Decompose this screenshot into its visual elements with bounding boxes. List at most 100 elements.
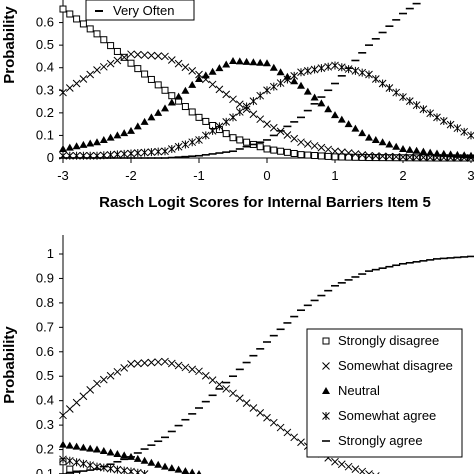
top-point-x	[256, 115, 265, 124]
top-y-ticks: 0 0.1 0.2 0.3 0.4 0.5 0.6	[36, 15, 63, 165]
top-point-asterisk	[229, 113, 237, 122]
bottom-point-x	[358, 467, 367, 474]
bottom-point-asterisk	[133, 468, 142, 474]
top-point-triangle	[99, 135, 108, 143]
top-point-x	[113, 56, 122, 65]
top-point-x	[154, 52, 163, 60]
top-point-asterisk	[371, 75, 380, 83]
top-y-tick-label: 0.4	[36, 60, 54, 75]
top-point-x	[195, 70, 203, 79]
top-point-triangle	[358, 129, 367, 137]
legend-label: Neutral	[338, 383, 380, 398]
top-point-square	[236, 136, 244, 144]
top-point-x	[337, 148, 346, 156]
top-x-tick-label: -2	[125, 168, 137, 183]
top-point-x	[412, 153, 421, 162]
bottom-point-asterisk	[99, 463, 108, 472]
bottom-point-triangle	[93, 445, 101, 453]
bottom-y-tick-label: 0.5	[36, 368, 54, 383]
top-point-triangle	[263, 59, 271, 67]
top-point-asterisk	[174, 142, 183, 151]
top-point-x	[181, 63, 190, 72]
top-point-triangle	[378, 138, 387, 146]
top-point-asterisk	[167, 144, 176, 153]
top-point-square	[107, 42, 115, 50]
bottom-point-x	[351, 465, 360, 473]
top-point-asterisk	[222, 117, 231, 126]
top-x-tick-label: 3	[467, 168, 474, 183]
top-point-square	[66, 10, 74, 18]
top-point-square	[59, 5, 67, 13]
bottom-point-x	[113, 367, 122, 376]
bottom-point-x	[269, 418, 278, 427]
top-point-x	[399, 153, 407, 161]
top-point-x	[99, 62, 108, 71]
top-point-square	[392, 154, 400, 162]
top-point-asterisk	[161, 147, 169, 156]
top-x-tick-label: -3	[57, 168, 69, 183]
bottom-point-x	[201, 371, 210, 380]
top-point-x	[215, 85, 224, 94]
top-point-x	[188, 67, 197, 75]
top-point-asterisk	[283, 75, 292, 84]
top-point-triangle	[317, 99, 326, 107]
bottom-point-x	[106, 371, 115, 380]
top-point-x	[419, 153, 428, 162]
bottom-point-x	[99, 375, 108, 384]
top-point-square	[365, 154, 373, 162]
top-point-square	[311, 152, 319, 160]
bottom-point-x	[290, 433, 299, 442]
top-point-x	[72, 79, 81, 88]
top-point-triangle	[188, 80, 197, 88]
top-point-triangle	[65, 143, 74, 151]
bottom-point-x	[365, 470, 373, 474]
top-point-x	[365, 151, 373, 160]
top-point-asterisk	[303, 66, 312, 75]
top-point-triangle	[93, 138, 101, 146]
bottom-series-dash	[59, 255, 474, 474]
top-point-x	[290, 134, 299, 143]
top-point-square	[73, 15, 81, 23]
legend-marker-asterisk	[322, 412, 330, 420]
top-point-triangle	[127, 126, 135, 134]
bottom-point-triangle	[196, 470, 202, 474]
top-y-tick-label: 0	[47, 150, 54, 165]
top-point-asterisk	[426, 109, 435, 118]
bottom-chart: Probability 0.1 0.2 0.3 0.4 0.5 0.6 0.7 0.8 0.9 1…	[1, 235, 474, 474]
top-point-square	[168, 92, 176, 100]
top-point-asterisk	[120, 149, 129, 158]
top-point-asterisk	[263, 86, 271, 95]
top-point-asterisk	[344, 65, 353, 74]
top-point-triangle	[324, 105, 333, 113]
top-point-x	[392, 152, 401, 161]
top-point-asterisk	[249, 97, 258, 106]
top-point-triangle	[310, 93, 319, 101]
bottom-point-x	[242, 399, 251, 407]
top-point-asterisk	[324, 62, 333, 71]
top-point-triangle	[467, 151, 474, 159]
top-point-triangle	[235, 57, 244, 65]
legend-label: Somewhat agree	[338, 408, 436, 423]
bottom-point-asterisk	[106, 464, 115, 473]
bottom-point-x	[229, 389, 237, 398]
top-point-triangle	[167, 98, 176, 106]
bottom-point-x	[208, 376, 217, 384]
bottom-y-tick-label: 0.3	[36, 417, 54, 432]
bottom-y-tick-label: 0.2	[36, 442, 54, 457]
top-point-triangle	[154, 108, 163, 116]
top-point-asterisk	[195, 135, 203, 144]
bottom-point-triangle	[120, 451, 129, 459]
top-point-asterisk	[392, 88, 401, 97]
top-point-triangle	[446, 150, 455, 158]
top-point-triangle	[344, 120, 353, 128]
top-point-square	[222, 130, 230, 138]
bottom-point-x	[249, 404, 258, 412]
top-point-x	[167, 56, 176, 64]
top-point-x	[371, 152, 380, 160]
top-point-triangle	[181, 86, 190, 94]
top-point-triangle	[72, 142, 81, 150]
top-point-square	[331, 153, 339, 161]
bottom-point-x	[133, 359, 142, 368]
top-point-asterisk	[419, 105, 428, 114]
